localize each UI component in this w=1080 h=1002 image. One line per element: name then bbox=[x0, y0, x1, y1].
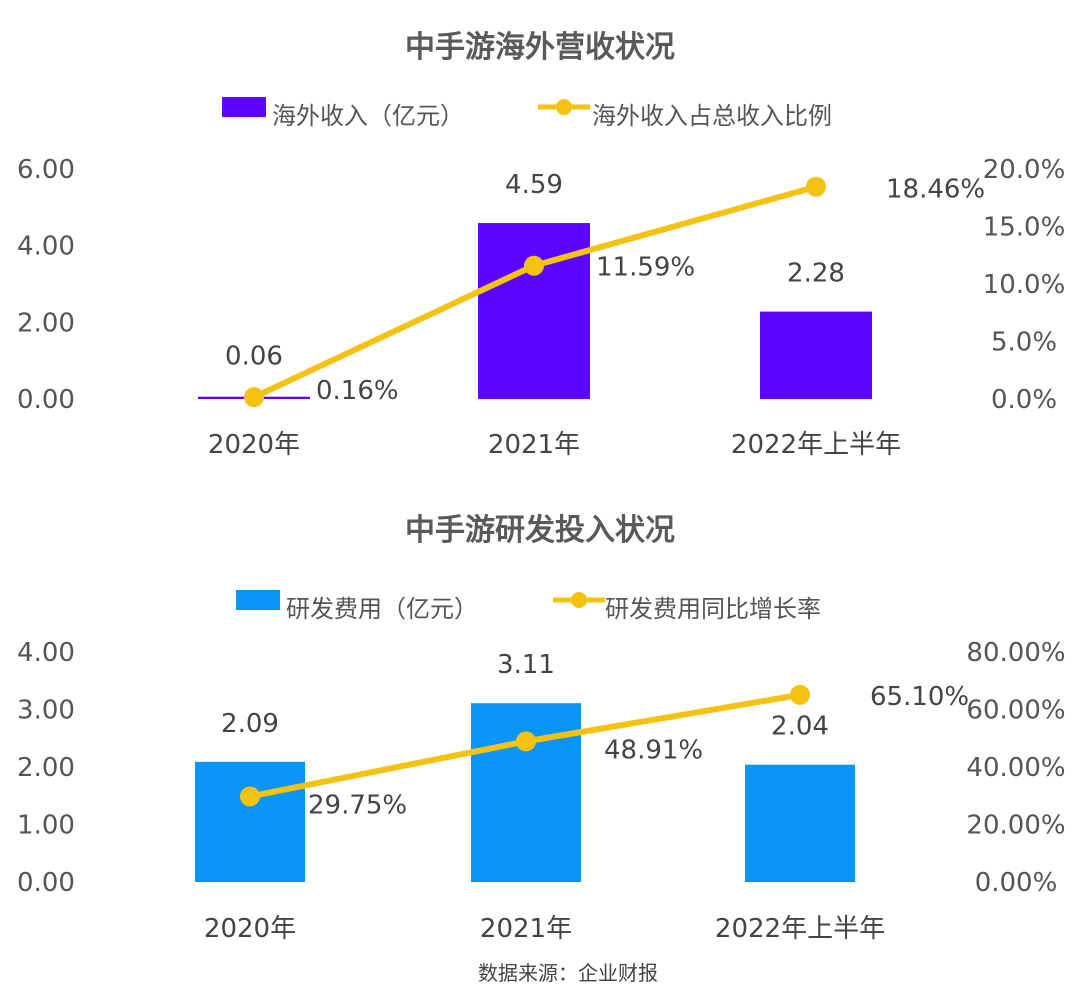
bar bbox=[745, 764, 855, 882]
category-label: 2022年上半年 bbox=[715, 914, 885, 944]
chart-title: 中手游海外营收状况 bbox=[405, 30, 675, 65]
left-tick-label: 6.00 bbox=[17, 155, 75, 185]
bar-value-label: 0.06 bbox=[225, 342, 283, 372]
legend-bar-label: 海外收入（亿元） bbox=[272, 102, 464, 130]
left-tick-label: 4.00 bbox=[17, 638, 75, 668]
legend-bar-label: 研发费用（亿元） bbox=[286, 595, 478, 623]
right-tick-label: 5.0% bbox=[991, 328, 1057, 358]
legend-line-label: 海外收入占总收入比例 bbox=[592, 102, 832, 130]
right-tick-label: 60.00% bbox=[966, 696, 1065, 726]
left-tick-label: 0.00 bbox=[17, 385, 75, 415]
line-point bbox=[790, 684, 810, 705]
right-tick-label: 15.0% bbox=[983, 213, 1066, 243]
right-tick-label: 20.0% bbox=[983, 155, 1066, 185]
line-value-label: 65.10% bbox=[870, 682, 969, 712]
line-value-label: 0.16% bbox=[316, 376, 399, 406]
line-point bbox=[524, 255, 544, 276]
line-value-label: 29.75% bbox=[308, 790, 407, 820]
bar-value-label: 2.09 bbox=[221, 709, 279, 739]
legend-line-marker bbox=[571, 592, 587, 608]
right-tick-label: 0.0% bbox=[991, 385, 1057, 415]
left-tick-label: 0.00 bbox=[17, 868, 75, 898]
category-label: 2022年上半年 bbox=[731, 430, 901, 460]
bar-value-label: 2.04 bbox=[771, 712, 829, 742]
legend-line-label: 研发费用同比增长率 bbox=[605, 595, 821, 623]
category-label: 2020年 bbox=[208, 430, 300, 460]
right-tick-label: 20.00% bbox=[966, 811, 1065, 841]
line-value-label: 11.59% bbox=[596, 253, 695, 283]
category-label: 2021年 bbox=[480, 914, 572, 944]
left-tick-label: 4.00 bbox=[17, 232, 75, 262]
left-tick-label: 1.00 bbox=[17, 811, 75, 841]
right-tick-label: 10.0% bbox=[983, 270, 1066, 300]
bar bbox=[471, 703, 581, 882]
bar-value-label: 4.59 bbox=[505, 170, 563, 200]
left-tick-label: 3.00 bbox=[17, 696, 75, 726]
legend-bar-swatch bbox=[222, 97, 266, 117]
bar-value-label: 2.28 bbox=[787, 259, 845, 289]
line-value-label: 18.46% bbox=[886, 175, 985, 205]
source-note: 数据来源：企业财报 bbox=[478, 961, 658, 985]
line-value-label: 48.91% bbox=[604, 735, 703, 765]
left-tick-label: 2.00 bbox=[17, 308, 75, 338]
bar bbox=[760, 311, 872, 399]
bar bbox=[478, 223, 590, 399]
line-point bbox=[516, 731, 536, 752]
legend-line-marker bbox=[556, 99, 572, 115]
legend-bar-swatch bbox=[236, 590, 280, 610]
right-tick-label: 0.00% bbox=[975, 868, 1058, 898]
right-tick-label: 40.00% bbox=[966, 753, 1065, 783]
bar-value-label: 3.11 bbox=[497, 650, 555, 680]
left-tick-label: 2.00 bbox=[17, 753, 75, 783]
line-point bbox=[240, 786, 260, 807]
category-label: 2020年 bbox=[204, 914, 296, 944]
line-point bbox=[244, 387, 264, 408]
chart-title: 中手游研发投入状况 bbox=[405, 513, 675, 548]
category-label: 2021年 bbox=[488, 430, 580, 460]
right-tick-label: 80.00% bbox=[966, 638, 1065, 668]
bar bbox=[195, 761, 305, 882]
line-point bbox=[806, 176, 826, 197]
